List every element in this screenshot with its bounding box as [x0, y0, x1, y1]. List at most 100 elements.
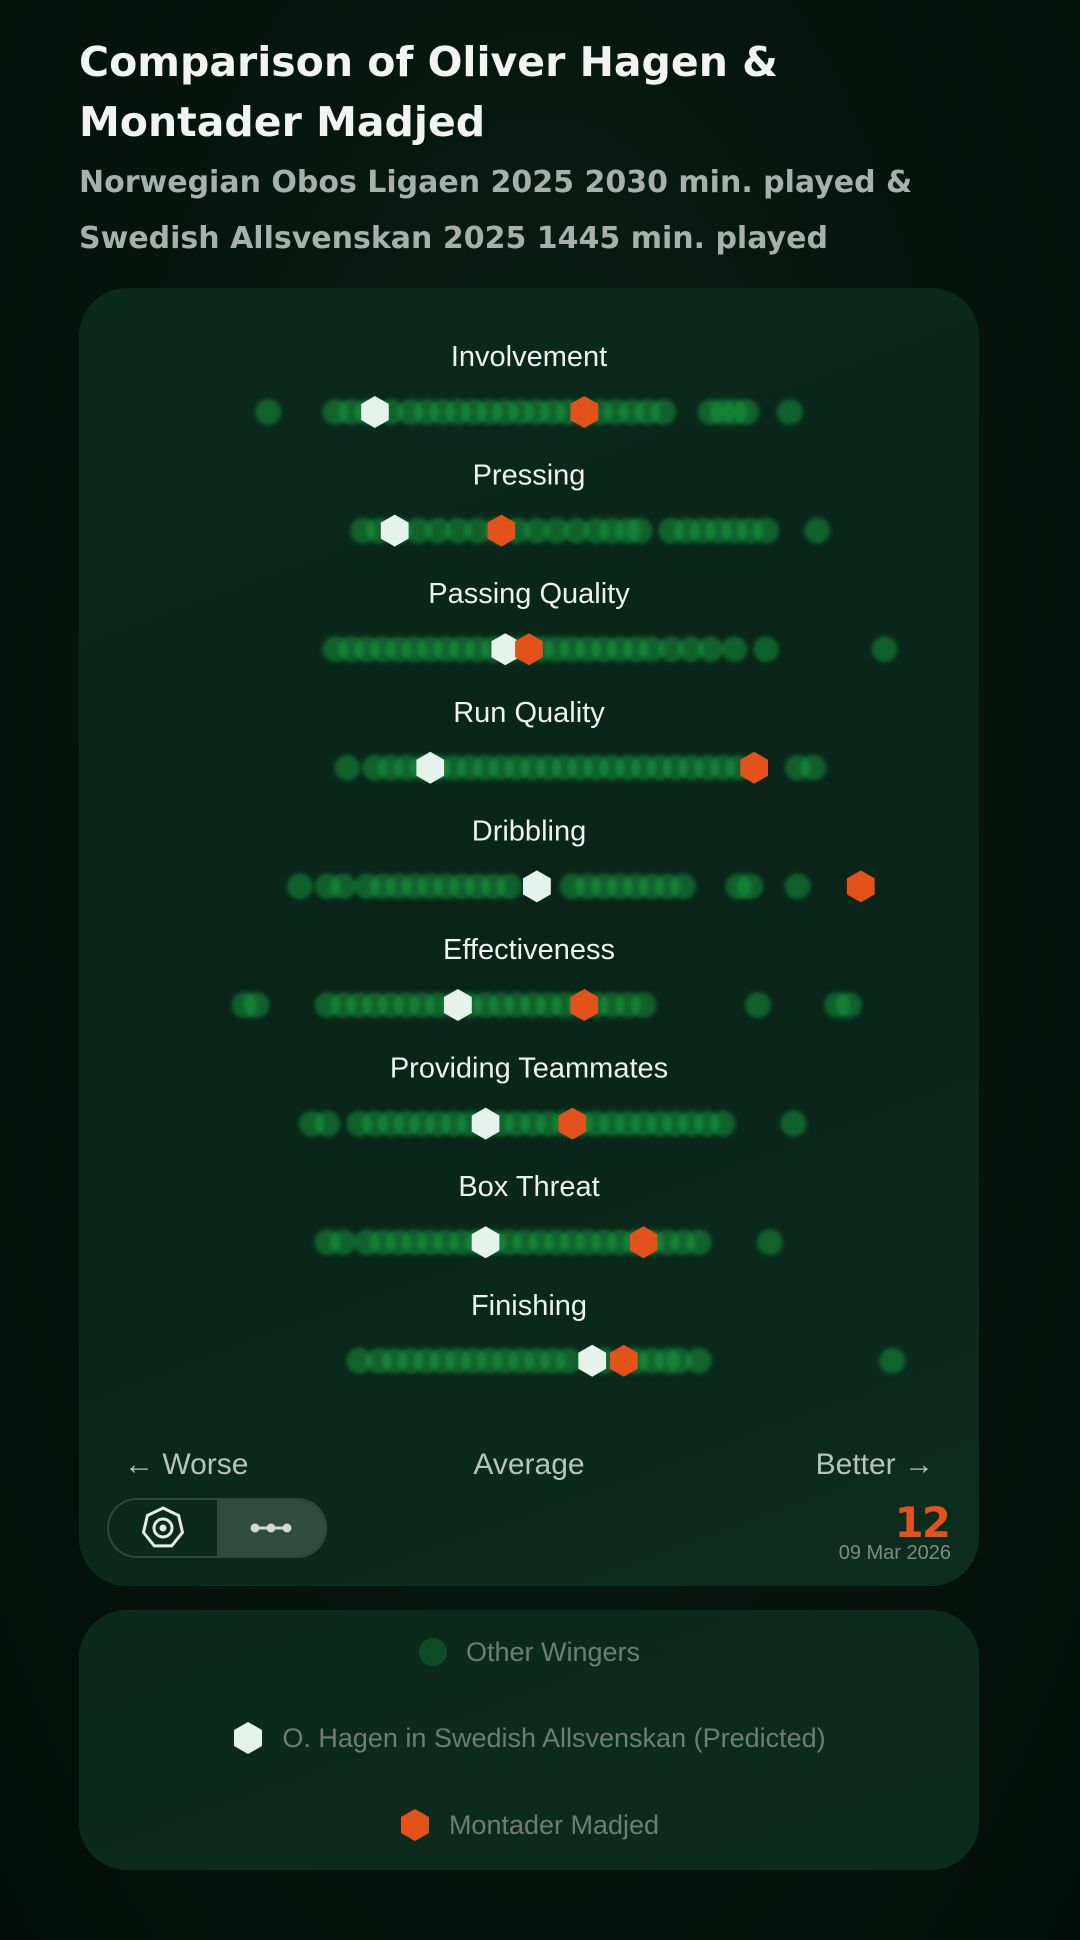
- metric-strip-chart: Involvement Pressing Passing Quality Run Qu…: [124, 341, 934, 1377]
- other-winger-dot: [626, 517, 653, 544]
- madjed-marker: [740, 751, 768, 784]
- other-winger-dot: [255, 399, 282, 425]
- strip-view-button[interactable]: [217, 1500, 325, 1556]
- hagen-marker: [444, 989, 472, 1021]
- metric-label: Passing Quality: [428, 578, 630, 610]
- other-winger-dot: [871, 636, 898, 663]
- hagen-marker: [471, 1107, 500, 1140]
- metric-row: Providing Teammates: [124, 1053, 934, 1140]
- metric-row: Dribbling: [124, 815, 934, 903]
- legend-item-others: Other Wingers: [79, 1632, 979, 1672]
- legend-label: Other Wingers: [465, 1636, 641, 1667]
- hagen-marker: [471, 1226, 500, 1259]
- radar-icon: [141, 1506, 185, 1548]
- hagen-marker: [523, 870, 551, 903]
- metric-row: Run Quality: [124, 697, 934, 784]
- other-winger-dot: [638, 636, 665, 663]
- other-winger-dot: [543, 517, 570, 544]
- legend-circle-marker: [418, 1638, 447, 1666]
- other-winger-dot: [243, 992, 270, 1018]
- madjed-marker: [570, 989, 599, 1021]
- other-winger-dot: [425, 517, 452, 544]
- metric-label: Providing Teammates: [390, 1053, 668, 1085]
- axis-label-worse: ← Worse: [124, 1448, 249, 1481]
- metric-row: Effectiveness: [124, 934, 934, 1021]
- other-winger-dot: [346, 1347, 373, 1374]
- legend-item-hagen: O. Hagen in Swedish Allsvenskan (Predict…: [79, 1718, 979, 1758]
- other-winger-dot: [879, 1347, 906, 1374]
- other-winger-dot: [334, 754, 361, 781]
- madjed-marker: [609, 1344, 638, 1377]
- other-winger-dot: [784, 873, 811, 900]
- madjed-marker: [629, 1226, 658, 1259]
- madjed-marker: [846, 870, 875, 903]
- hagen-marker: [416, 751, 445, 784]
- other-winger-dot: [523, 517, 550, 544]
- other-winger-dot: [721, 636, 748, 663]
- legend-label: Montader Madjed: [448, 1809, 660, 1840]
- other-winger-dot: [745, 992, 772, 1018]
- metric-row: Involvement: [124, 341, 934, 428]
- metric-label: Finishing: [471, 1290, 587, 1322]
- metric-row: Passing Quality: [124, 578, 934, 666]
- other-winger-dot: [677, 636, 704, 663]
- other-winger-dot: [650, 399, 677, 425]
- other-winger-dot: [444, 517, 471, 544]
- hagen-marker: [361, 396, 389, 428]
- hagen-marker: [491, 633, 520, 666]
- madjed-marker: [570, 396, 599, 428]
- madjed-marker: [487, 514, 516, 547]
- hagen-marker: [578, 1344, 607, 1377]
- metric-label: Effectiveness: [443, 934, 615, 966]
- other-winger-dot: [800, 754, 827, 781]
- radar-view-button[interactable]: [109, 1500, 217, 1556]
- metric-label: Dribbling: [472, 815, 586, 847]
- other-winger-dot: [733, 399, 760, 425]
- date-stamp: 09 Mar 2026: [838, 1542, 951, 1564]
- metric-label: Run Quality: [453, 697, 605, 729]
- other-winger-dot: [804, 517, 831, 544]
- other-winger-dot: [496, 873, 523, 900]
- chart-card: Involvement Pressing Passing Quality Run Qu…: [79, 288, 979, 1586]
- other-winger-dot: [658, 636, 685, 663]
- madjed-marker: [558, 1107, 587, 1140]
- metric-label: Involvement: [451, 341, 607, 373]
- other-winger-dot: [330, 1229, 357, 1256]
- other-winger-dot: [835, 992, 862, 1018]
- metric-row: Box Threat: [124, 1171, 934, 1259]
- other-winger-dot: [776, 399, 803, 425]
- metric-row: Finishing: [124, 1290, 934, 1377]
- other-winger-dot: [563, 517, 590, 544]
- other-winger-dot: [753, 517, 779, 544]
- axis-label-better: Better →: [815, 1448, 934, 1481]
- page-subtitle: Norwegian Obos Ligaen 2025 2030 min. pla…: [79, 165, 913, 256]
- brand-logo: 12: [894, 1498, 951, 1547]
- hagen-marker: [380, 514, 409, 547]
- other-winger-dot: [464, 517, 491, 544]
- metric-row: Pressing: [124, 460, 934, 547]
- other-winger-dot: [685, 1347, 712, 1374]
- legend-item-madjed: Montader Madjed: [79, 1805, 979, 1845]
- other-winger-dot: [780, 1110, 807, 1137]
- other-winger-dot: [666, 1347, 693, 1374]
- axis-label-average: Average: [473, 1448, 585, 1481]
- other-winger-dot: [405, 517, 432, 544]
- other-winger-dot: [555, 1347, 582, 1374]
- page-title: Comparison of Oliver Hagen & Montader Ma…: [79, 38, 778, 146]
- other-winger-dot: [670, 873, 697, 900]
- other-winger-dot: [737, 873, 764, 900]
- other-winger-dot: [753, 636, 779, 663]
- dots-line-icon: [250, 1523, 292, 1533]
- other-winger-dot: [330, 873, 357, 900]
- madjed-marker: [515, 633, 543, 666]
- metric-label: Pressing: [473, 460, 586, 492]
- legend-hexagon-white-marker: [234, 1722, 263, 1754]
- legend-hexagon-orange-marker: [400, 1809, 429, 1841]
- other-winger-dot: [756, 1229, 783, 1256]
- other-winger-dot: [685, 1229, 712, 1256]
- other-winger-dot: [697, 636, 724, 663]
- other-winger-dot: [709, 1110, 736, 1137]
- metric-label: Box Threat: [458, 1171, 599, 1203]
- other-winger-dot: [286, 873, 313, 900]
- legend-label: O. Hagen in Swedish Allsvenskan (Predict…: [282, 1722, 826, 1753]
